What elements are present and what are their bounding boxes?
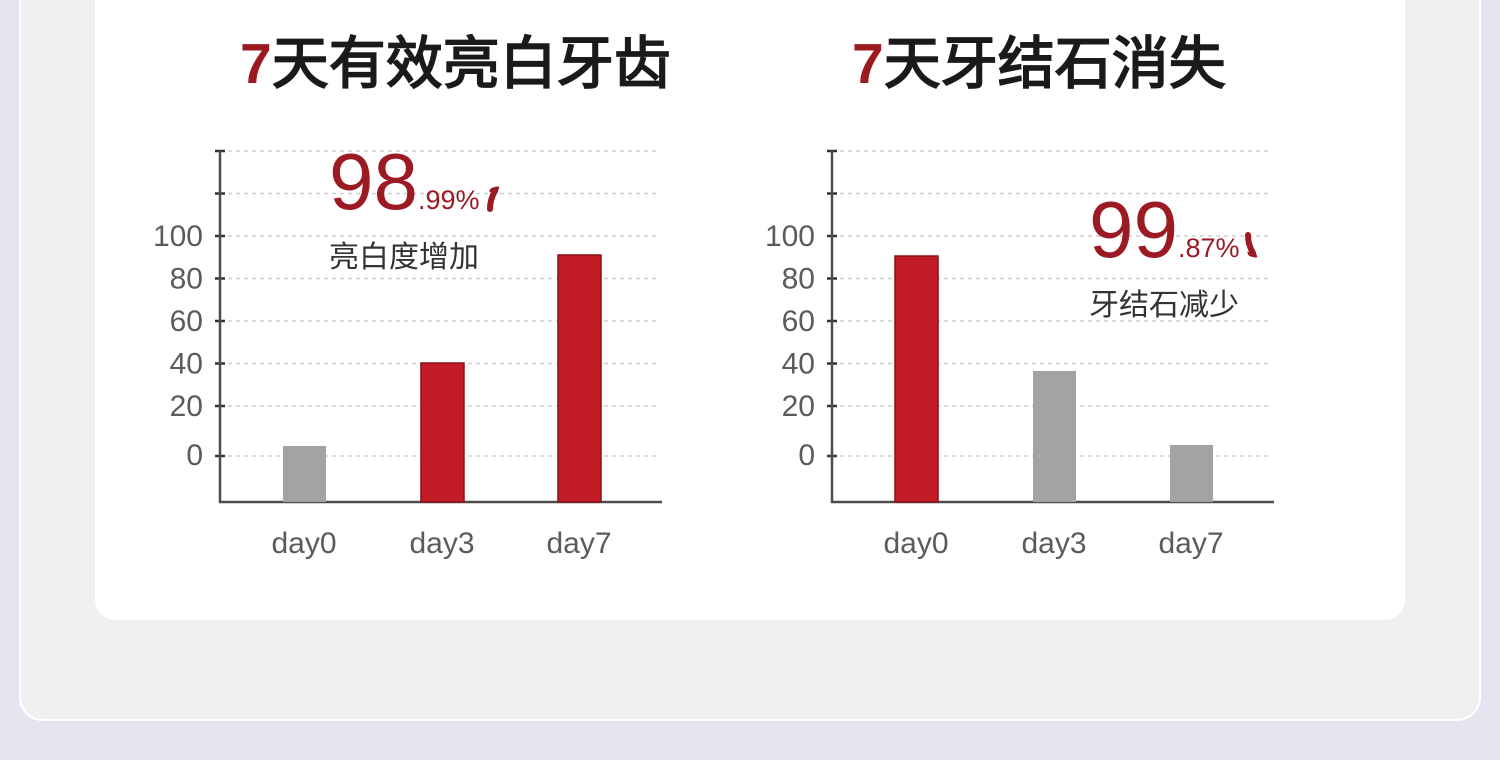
svg-text:day0: day0 [271, 527, 336, 560]
svg-text:60: 60 [170, 305, 203, 338]
svg-text:100: 100 [765, 220, 815, 253]
svg-text:80: 80 [782, 263, 815, 296]
svg-text:40: 40 [170, 348, 203, 381]
svg-text:80: 80 [170, 263, 203, 296]
svg-text:day7: day7 [546, 527, 611, 560]
svg-text:day7: day7 [1158, 527, 1223, 560]
svg-text:day0: day0 [883, 527, 948, 560]
svg-text:day3: day3 [1021, 527, 1086, 560]
svg-text:20: 20 [782, 390, 815, 423]
svg-text:day3: day3 [409, 527, 474, 560]
svg-text:40: 40 [782, 348, 815, 381]
svg-text:0: 0 [186, 439, 203, 472]
svg-text:20: 20 [170, 390, 203, 423]
svg-text:0: 0 [798, 439, 815, 472]
svg-text:100: 100 [153, 220, 203, 253]
svg-text:60: 60 [782, 305, 815, 338]
